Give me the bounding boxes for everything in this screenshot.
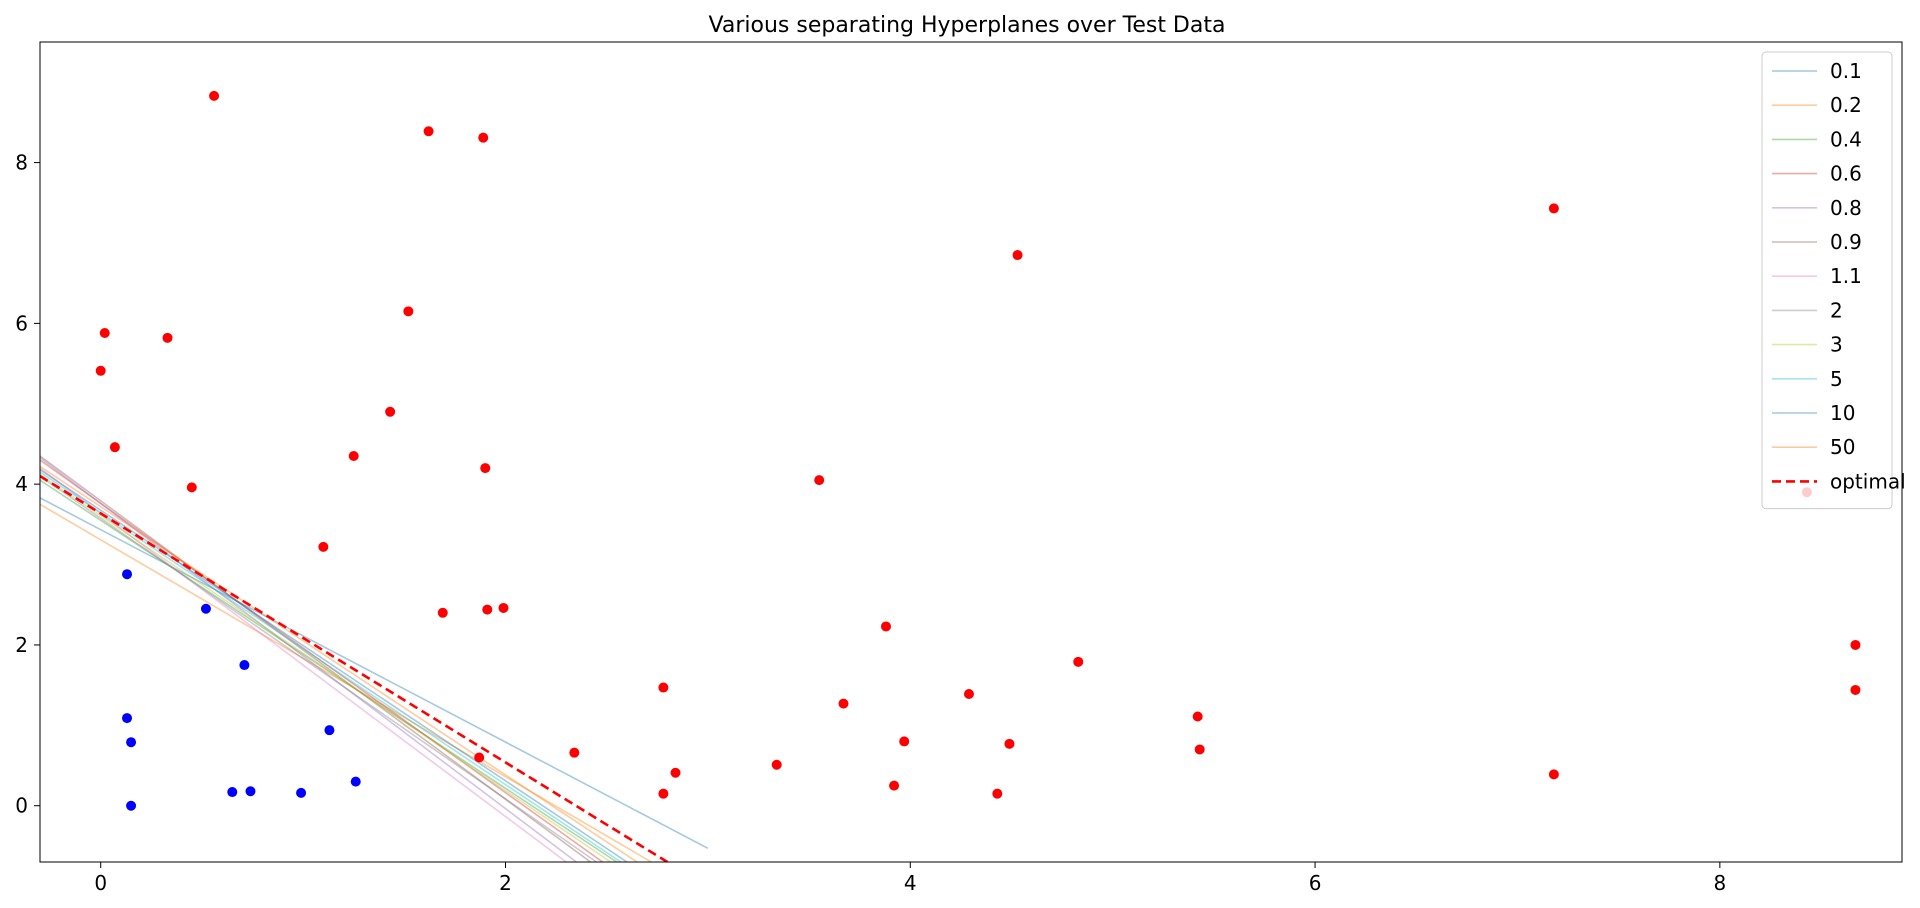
blue-point-7 [245, 786, 256, 797]
red-point-23 [838, 698, 849, 709]
x-tick-label-4: 4 [904, 871, 917, 895]
y-tick-label-0: 0 [15, 794, 28, 818]
red-point-13 [437, 607, 448, 618]
legend-label-0.1: 0.1 [1830, 59, 1862, 83]
red-point-14 [482, 604, 493, 615]
red-point-22 [814, 475, 825, 486]
blue-point-5 [126, 800, 137, 811]
red-point-38 [1850, 684, 1861, 695]
hyperplane-line-0.2 [40, 503, 652, 862]
legend-label-0.6: 0.6 [1830, 162, 1862, 186]
blue-point-4 [126, 737, 137, 748]
legend-label-50: 50 [1830, 435, 1855, 459]
red-point-3 [99, 328, 110, 339]
legend-label-0.4: 0.4 [1830, 127, 1862, 151]
red-point-19 [658, 788, 669, 799]
blue-point-6 [227, 787, 238, 798]
red-point-27 [963, 688, 974, 699]
hyperplane-lines [40, 455, 709, 862]
red-point-12 [318, 541, 329, 552]
hyperplane-line-optimal [40, 475, 669, 862]
red-point-5 [95, 365, 106, 376]
red-point-0 [209, 90, 220, 101]
blue-point-2 [239, 660, 250, 671]
red-point-8 [385, 406, 396, 417]
red-point-26 [899, 736, 910, 747]
hyperplane-line-50 [40, 465, 638, 862]
red-point-7 [403, 306, 414, 317]
y-tick-label-8: 8 [15, 151, 28, 175]
legend-label-0.2: 0.2 [1830, 93, 1862, 117]
legend-label-0.8: 0.8 [1830, 196, 1862, 220]
chart-title: Various separating Hyperplanes over Test… [709, 13, 1226, 38]
hyperplane-line-0.1 [40, 497, 709, 850]
legend-label-10: 10 [1830, 401, 1855, 425]
red-point-11 [186, 482, 197, 493]
red-point-18 [658, 682, 669, 693]
hyperplane-line-0.4 [40, 479, 618, 862]
red-point-29 [1004, 738, 1015, 749]
legend-label-5: 5 [1830, 367, 1843, 391]
y-tick-label-2: 2 [15, 633, 28, 657]
red-point-2 [478, 132, 489, 143]
red-point-31 [1073, 656, 1084, 667]
blue-point-3 [122, 713, 133, 724]
red-point-16 [474, 752, 485, 763]
red-point-20 [670, 767, 681, 778]
red-point-30 [1012, 250, 1023, 261]
legend-label-2: 2 [1830, 298, 1843, 322]
red-point-32 [1192, 711, 1203, 722]
legend-box [1761, 51, 1893, 510]
hyperplane-line-0.6 [40, 459, 604, 862]
red-point-10 [480, 463, 491, 474]
red-point-1 [423, 126, 434, 137]
plot-frame [39, 41, 1903, 863]
y-tick-label-4: 4 [15, 472, 28, 496]
hyperplane-line-0.9 [40, 455, 591, 862]
plot-area [40, 42, 1902, 862]
red-point-6 [109, 442, 120, 453]
red-point-35 [1548, 769, 1559, 780]
y-tick-label-6: 6 [15, 311, 28, 335]
hyperplane-line-2 [40, 475, 598, 862]
legend-label-optimal: optimal [1830, 469, 1906, 493]
red-point-4 [162, 332, 173, 343]
red-point-33 [1194, 744, 1205, 755]
x-tick-label-8: 8 [1713, 871, 1726, 895]
blue-point-9 [324, 725, 335, 736]
blue-point-8 [296, 787, 307, 798]
red-point-21 [771, 759, 782, 770]
legend-label-0.9: 0.9 [1830, 230, 1862, 254]
red-point-25 [889, 780, 900, 791]
red-point-15 [498, 602, 509, 613]
blue-point-1 [200, 603, 211, 614]
blue-point-10 [350, 776, 361, 787]
scatter-points [95, 90, 1861, 811]
legend: 0.1 0.2 0.4 0.6 0.8 0.9 1.1 2 3 5 10 50 optimal [1761, 51, 1906, 510]
hyperplane-line-0.8 [40, 456, 577, 862]
red-point-24 [880, 621, 891, 632]
hyperplane-line-3 [40, 473, 612, 862]
legend-label-1.1: 1.1 [1830, 264, 1862, 288]
hyperplane-line-1.1 [40, 467, 567, 862]
axis-ticks: 0 2 4 6 8 0 2 4 6 8 [15, 151, 1726, 895]
legend-label-3: 3 [1830, 333, 1843, 357]
red-point-37 [1850, 639, 1861, 650]
x-tick-label-2: 2 [499, 871, 512, 895]
x-tick-label-0: 0 [94, 871, 107, 895]
red-point-17 [569, 747, 580, 758]
red-point-28 [992, 788, 1003, 799]
blue-point-0 [122, 569, 133, 580]
red-point-34 [1548, 203, 1559, 214]
x-tick-label-6: 6 [1309, 871, 1322, 895]
red-point-9 [348, 451, 359, 462]
